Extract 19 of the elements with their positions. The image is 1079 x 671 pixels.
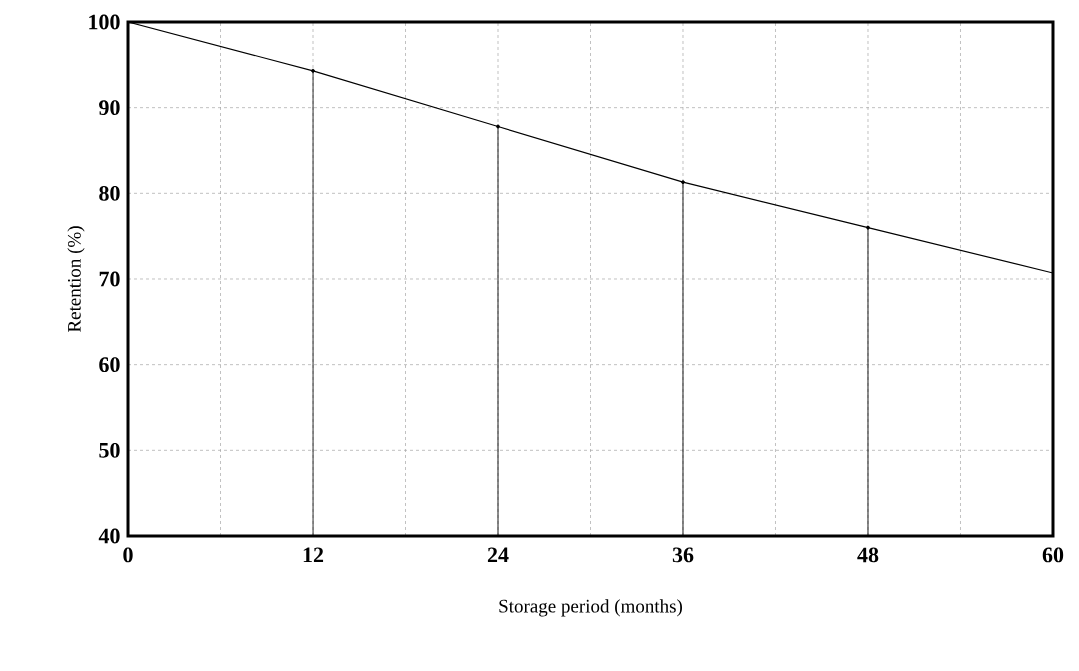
- point: [681, 180, 685, 185]
- point: [496, 124, 500, 129]
- x-tick-label: 60: [1042, 547, 1064, 563]
- x-tick-label: 36: [672, 547, 694, 563]
- x-tick-label: 12: [303, 547, 324, 563]
- y-tick-label: 40: [98, 528, 120, 544]
- y-tick-label: 80: [99, 185, 120, 201]
- y-tick-label: 50: [99, 442, 120, 458]
- y-tick-label: 70: [99, 271, 120, 287]
- x-axis-title: Storage period (months): [499, 599, 682, 617]
- x-tick-label: 0: [123, 547, 133, 563]
- y-tick-label: 60: [99, 357, 120, 373]
- y-tick-label: 100: [89, 14, 120, 30]
- y-axis-title: Retention (%): [67, 226, 85, 332]
- point: [866, 225, 870, 230]
- x-tick-label: 48: [857, 547, 879, 563]
- x-tick-label: 24: [487, 547, 509, 563]
- point: [311, 68, 315, 73]
- y-tick-label: 90: [99, 100, 120, 116]
